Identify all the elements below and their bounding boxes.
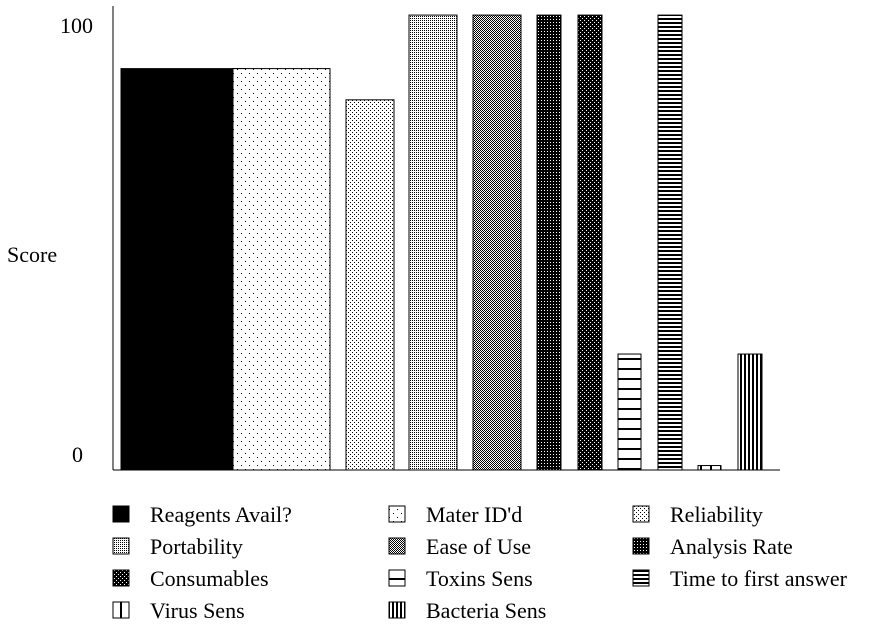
- legend: Reagents Avail? Mater ID'd Reliability Port…: [112, 502, 848, 623]
- legend-swatch: [112, 569, 130, 587]
- legend-swatch: [632, 569, 650, 587]
- legend-label: Reliability: [670, 502, 763, 527]
- bar-bacteria-sens: [737, 353, 763, 471]
- legend-item-analysis-rate: Analysis Rate: [632, 534, 793, 559]
- y-tick-label-min: 0: [72, 442, 83, 467]
- bar-portability: [408, 14, 458, 471]
- legend-item-virus-sens: Virus Sens: [112, 598, 245, 623]
- legend-item-time-to-first-answer: Time to first answer: [632, 566, 848, 591]
- legend-item-reliability: Reliability: [632, 502, 763, 527]
- bar-reliability: [345, 99, 395, 471]
- bars-group: [120, 14, 763, 471]
- legend-swatch: [112, 505, 130, 523]
- legend-swatch: [112, 537, 130, 555]
- legend-label: Toxins Sens: [426, 566, 533, 591]
- bar-time-to-first-answer: [657, 14, 683, 471]
- legend-item-portability: Portability: [112, 534, 243, 559]
- legend-swatch: [388, 569, 406, 587]
- plot-area: Score 100 0: [7, 6, 780, 471]
- legend-label: Virus Sens: [150, 598, 245, 623]
- legend-item-ease-of-use: Ease of Use: [388, 534, 531, 559]
- bar-virus-sens: [697, 465, 722, 471]
- bar-mater-id-d: [232, 68, 331, 471]
- legend-item-mater-id-d: Mater ID'd: [388, 502, 522, 527]
- bar-consumables: [577, 14, 603, 471]
- legend-label: Reagents Avail?: [150, 502, 292, 527]
- legend-swatch: [632, 537, 650, 555]
- bar-analysis-rate: [536, 14, 562, 471]
- legend-item-toxins-sens: Toxins Sens: [388, 566, 533, 591]
- bar-toxins-sens: [617, 353, 642, 471]
- legend-label: Consumables: [150, 566, 269, 591]
- bar-ease-of-use: [472, 14, 522, 471]
- legend-label: Mater ID'd: [426, 502, 522, 527]
- y-tick-label-max: 100: [60, 13, 93, 38]
- legend-label: Ease of Use: [426, 534, 531, 559]
- legend-swatch: [112, 601, 130, 619]
- legend-label: Bacteria Sens: [426, 598, 546, 623]
- legend-label: Analysis Rate: [670, 534, 793, 559]
- bar-reagents-avail: [120, 68, 246, 471]
- y-axis-label: Score: [7, 242, 57, 267]
- legend-swatch: [388, 505, 406, 523]
- legend-label: Portability: [150, 534, 243, 559]
- legend-item-consumables: Consumables: [112, 566, 269, 591]
- legend-item-reagents-avail: Reagents Avail?: [112, 502, 292, 527]
- legend-item-bacteria-sens: Bacteria Sens: [388, 598, 546, 623]
- legend-label: Time to first answer: [670, 566, 848, 591]
- legend-swatch: [388, 537, 406, 555]
- legend-swatch: [632, 505, 650, 523]
- legend-swatch: [388, 601, 406, 619]
